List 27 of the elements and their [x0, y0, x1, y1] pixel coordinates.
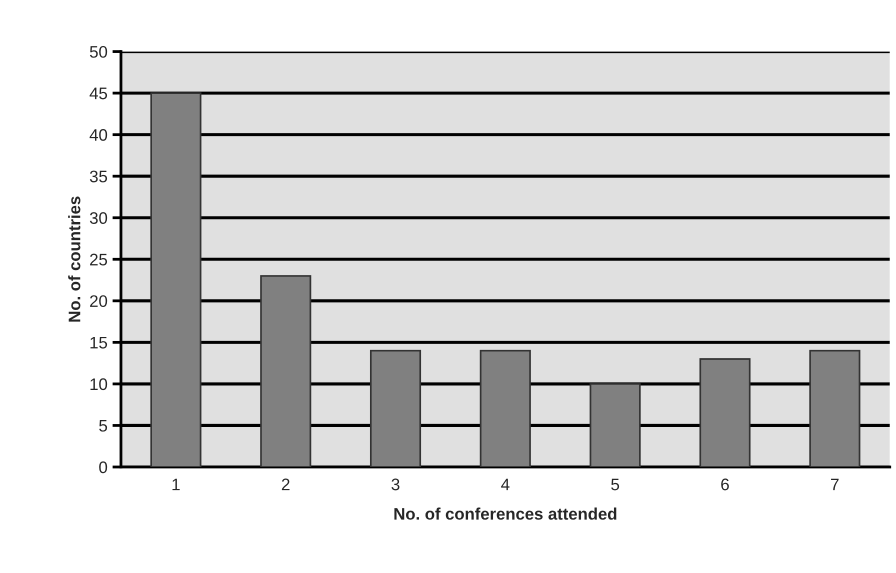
- y-tick-label: 35: [90, 170, 108, 182]
- y-tick-label: 5: [99, 420, 108, 432]
- bar: [590, 383, 641, 467]
- y-axis-title: No. of countries: [68, 196, 80, 322]
- y-tick-label: 30: [90, 212, 108, 224]
- x-tick-label: 4: [501, 478, 510, 490]
- x-tick-label: 3: [392, 478, 400, 490]
- y-tick-label: 0: [99, 461, 108, 474]
- y-tick-label: 15: [90, 336, 108, 349]
- bar: [809, 350, 860, 467]
- x-tick-label: 6: [721, 478, 729, 490]
- y-tick-label: 25: [90, 254, 108, 266]
- bar: [480, 350, 531, 467]
- y-tick-label: 45: [90, 88, 108, 100]
- x-tick-label: 2: [282, 478, 290, 490]
- y-tick-label: 50: [90, 46, 108, 58]
- y-tick-label: 20: [90, 295, 108, 308]
- bar: [260, 275, 312, 467]
- x-axis-title: No. of conferences attended: [394, 508, 616, 520]
- bar: [699, 358, 751, 467]
- y-tick-label: 10: [90, 378, 108, 390]
- bar: [150, 92, 202, 467]
- x-tick-label: 7: [831, 478, 839, 490]
- x-tick-label: 5: [611, 478, 620, 490]
- bar: [370, 350, 422, 467]
- x-tick-label: 1: [172, 478, 180, 490]
- y-tick-label: 40: [90, 129, 108, 141]
